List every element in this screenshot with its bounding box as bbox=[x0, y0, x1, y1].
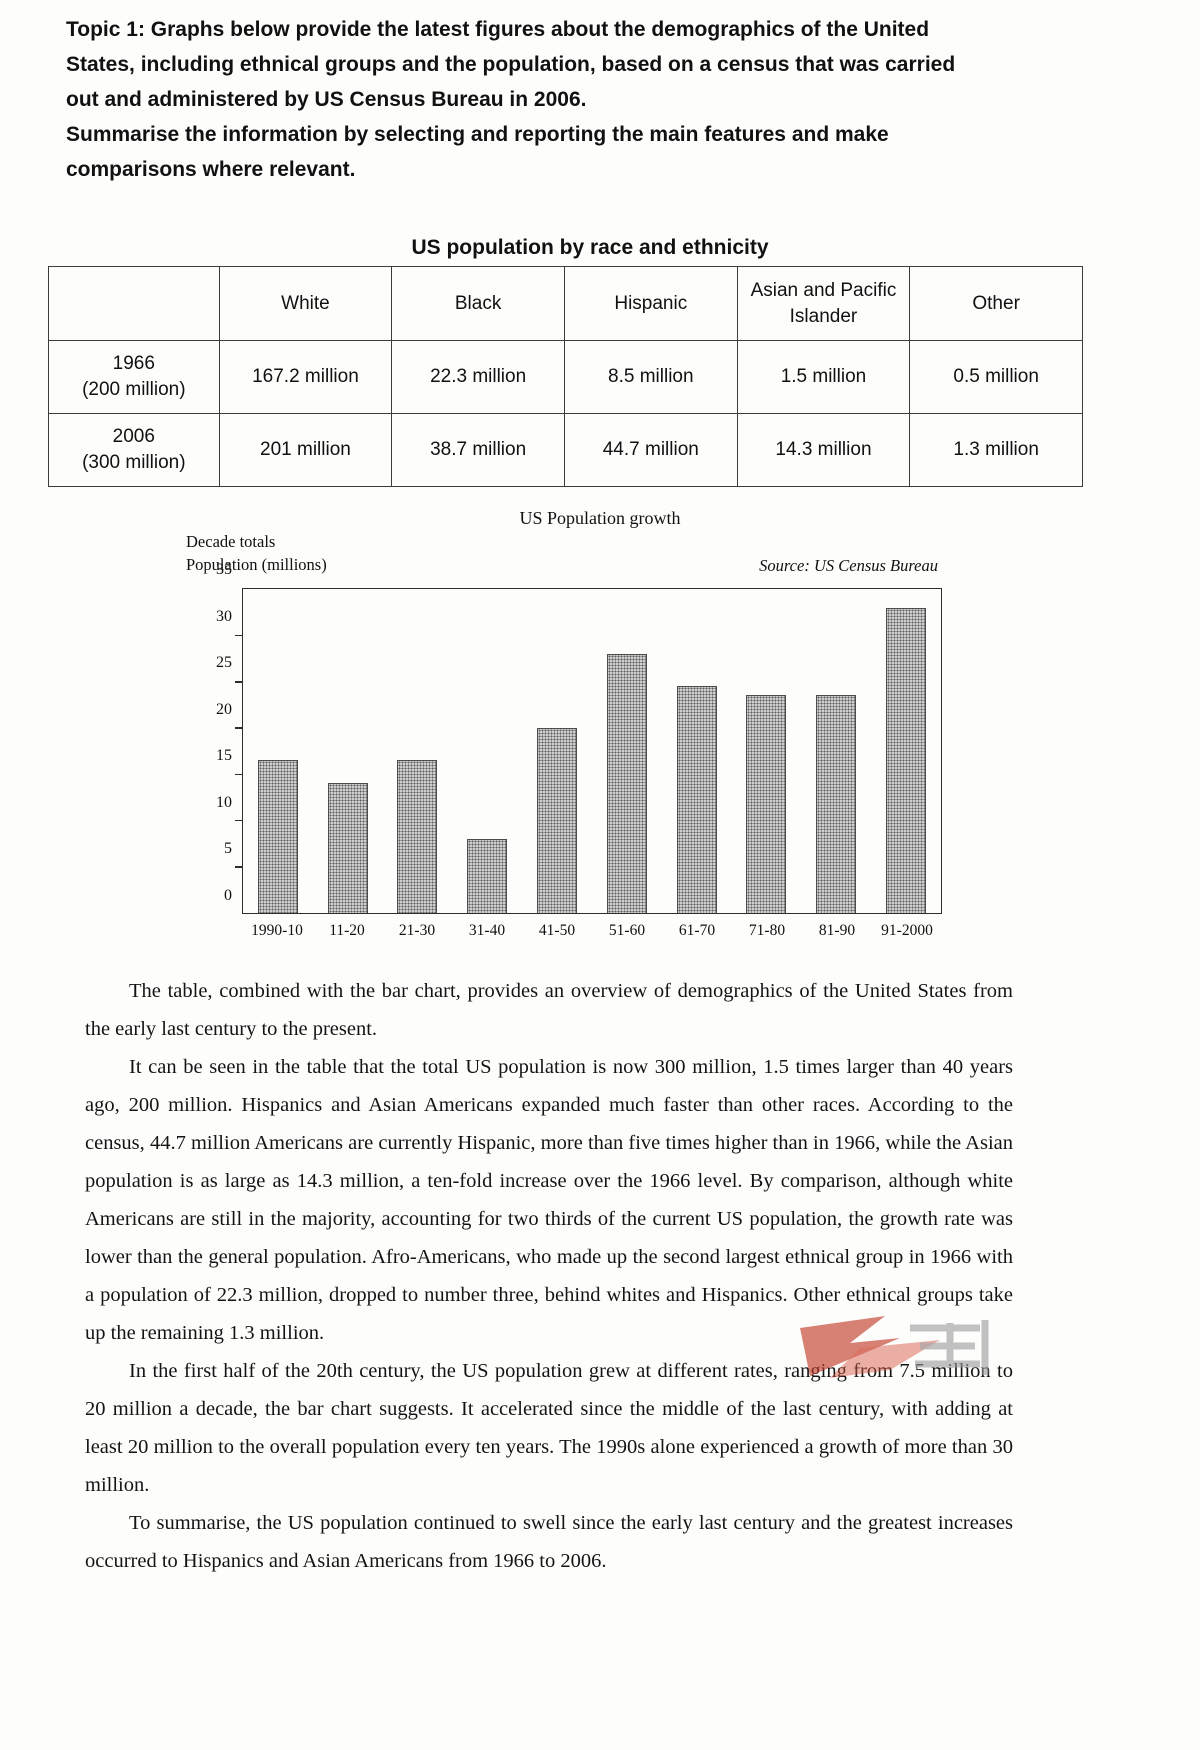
y-tick-label: 5 bbox=[224, 840, 232, 858]
y-tick-mark bbox=[235, 680, 243, 683]
essay-paragraph: It can be seen in the table that the tot… bbox=[85, 1056, 1013, 1344]
bars-row bbox=[243, 589, 941, 913]
row-label-cell: 1966 (200 million) bbox=[48, 340, 220, 414]
bar-slot bbox=[871, 589, 941, 913]
y-tick-label: 15 bbox=[216, 747, 232, 765]
table-value-cell: 201 million bbox=[218, 413, 393, 487]
table-value-cell: 0.5 million bbox=[909, 340, 1083, 414]
table-value-cell: 167.2 million bbox=[218, 340, 393, 414]
x-tick-label: 11-20 bbox=[329, 922, 365, 939]
x-tick-label: 91-2000 bbox=[881, 922, 933, 939]
y-tick-label: 25 bbox=[216, 654, 232, 672]
x-tick-label: 51-60 bbox=[608, 922, 646, 939]
table-header-cell bbox=[48, 266, 220, 341]
bar bbox=[537, 727, 578, 913]
bar-slot bbox=[732, 589, 802, 913]
bar bbox=[467, 838, 508, 913]
table-value-cell: 44.7 million bbox=[563, 413, 738, 487]
table-row: 1966 (200 million) 167.2 million 22.3 milli… bbox=[48, 340, 1083, 414]
y-tick-mark bbox=[235, 634, 243, 637]
table-header-row: White Black Hispanic Asian and Pacific Isla… bbox=[48, 266, 1083, 341]
y-tick-label: 30 bbox=[216, 607, 232, 625]
bar-chart: 0 5 10 15 20 25 30 35 1990-10 11-20 21-30 31-40 41-… bbox=[200, 561, 945, 940]
table-value-cell: 1.5 million bbox=[736, 340, 911, 414]
table-header-cell: Black bbox=[391, 266, 565, 341]
chart-axis-caption-line2: Population (millions) bbox=[186, 555, 327, 574]
chart-axis-caption: Decade totals Population (millions) bbox=[186, 530, 327, 576]
bar-slot bbox=[313, 589, 383, 913]
table-body: 1966 (200 million) 167.2 million 22.3 milli… bbox=[48, 340, 1083, 487]
table-value-cell: 22.3 million bbox=[391, 340, 565, 414]
task-prompt: Topic 1: Graphs below provide the latest… bbox=[66, 12, 976, 187]
bar-slot bbox=[452, 589, 522, 913]
table-header-cell: Other bbox=[909, 266, 1083, 341]
bar bbox=[676, 686, 717, 913]
table-row: 2006 (300 million) 201 million 38.7 million… bbox=[48, 413, 1083, 487]
table-header-cell: Hispanic bbox=[563, 266, 738, 341]
table-value-cell: 1.3 million bbox=[909, 413, 1083, 487]
chart-title: US Population growth bbox=[519, 508, 681, 528]
y-tick-mark bbox=[235, 727, 243, 729]
y-tick-label: 35 bbox=[216, 561, 232, 578]
task-instruction-text: Summarise the information by selecting a… bbox=[66, 123, 889, 181]
bar-slot bbox=[243, 589, 313, 913]
x-tick-label: 71-80 bbox=[748, 922, 786, 939]
bar-slot bbox=[801, 589, 871, 913]
essay-body: The table, combined with the bar chart, … bbox=[85, 972, 1013, 1580]
x-axis-labels: 1990-10 11-20 21-30 31-40 41-50 51-60 61-70 71-… bbox=[242, 922, 942, 940]
table-value-cell: 14.3 million bbox=[736, 413, 911, 487]
y-tick-label: 10 bbox=[216, 793, 232, 811]
population-table: White Black Hispanic Asian and Pacific Isla… bbox=[48, 266, 1083, 487]
y-tick-mark bbox=[235, 773, 243, 776]
chart-source: Source: US Census Bureau bbox=[759, 556, 938, 575]
essay-paragraph: In the first half of the 20th century, t… bbox=[85, 1360, 1013, 1496]
essay-paragraph: The table, combined with the bar chart, … bbox=[85, 980, 1013, 1040]
y-tick-label: 0 bbox=[224, 887, 232, 904]
x-tick-label: 31-40 bbox=[468, 922, 506, 939]
bar-slot bbox=[592, 589, 662, 913]
table-header-cell: Asian and Pacific Islander bbox=[736, 266, 911, 341]
bar bbox=[397, 760, 438, 913]
x-tick-label: 61-70 bbox=[678, 922, 716, 939]
task-prompt-text: Topic 1: Graphs below provide the latest… bbox=[66, 18, 956, 111]
y-tick-label: 20 bbox=[216, 700, 232, 718]
bar bbox=[886, 607, 927, 913]
x-tick-label: 1990-10 bbox=[251, 922, 303, 939]
y-tick-mark bbox=[235, 866, 243, 868]
x-tick-label: 21-30 bbox=[398, 922, 436, 939]
bar bbox=[606, 653, 647, 913]
bar bbox=[327, 783, 368, 913]
row-label-cell: 2006 (300 million) bbox=[48, 413, 220, 487]
table-value-cell: 38.7 million bbox=[391, 413, 565, 487]
bar bbox=[816, 695, 857, 913]
bar bbox=[257, 760, 298, 913]
bar-slot bbox=[383, 589, 453, 913]
x-tick-label: 41-50 bbox=[538, 922, 576, 939]
x-tick-label: 81-90 bbox=[818, 922, 856, 939]
plot-area bbox=[235, 588, 942, 914]
bar-slot bbox=[662, 589, 732, 913]
table-value-cell: 8.5 million bbox=[563, 340, 738, 414]
table-title: US population by race and ethnicity bbox=[411, 236, 769, 259]
chart-axis-caption-line1: Decade totals bbox=[186, 532, 276, 551]
table-header-cell: White bbox=[218, 266, 393, 341]
y-tick-mark bbox=[235, 819, 243, 822]
bar-slot bbox=[522, 589, 592, 913]
y-axis-labels: 0 5 10 15 20 25 30 35 bbox=[200, 561, 242, 914]
bar bbox=[746, 695, 787, 913]
essay-paragraph: To summarise, the US population continue… bbox=[85, 1512, 1013, 1572]
